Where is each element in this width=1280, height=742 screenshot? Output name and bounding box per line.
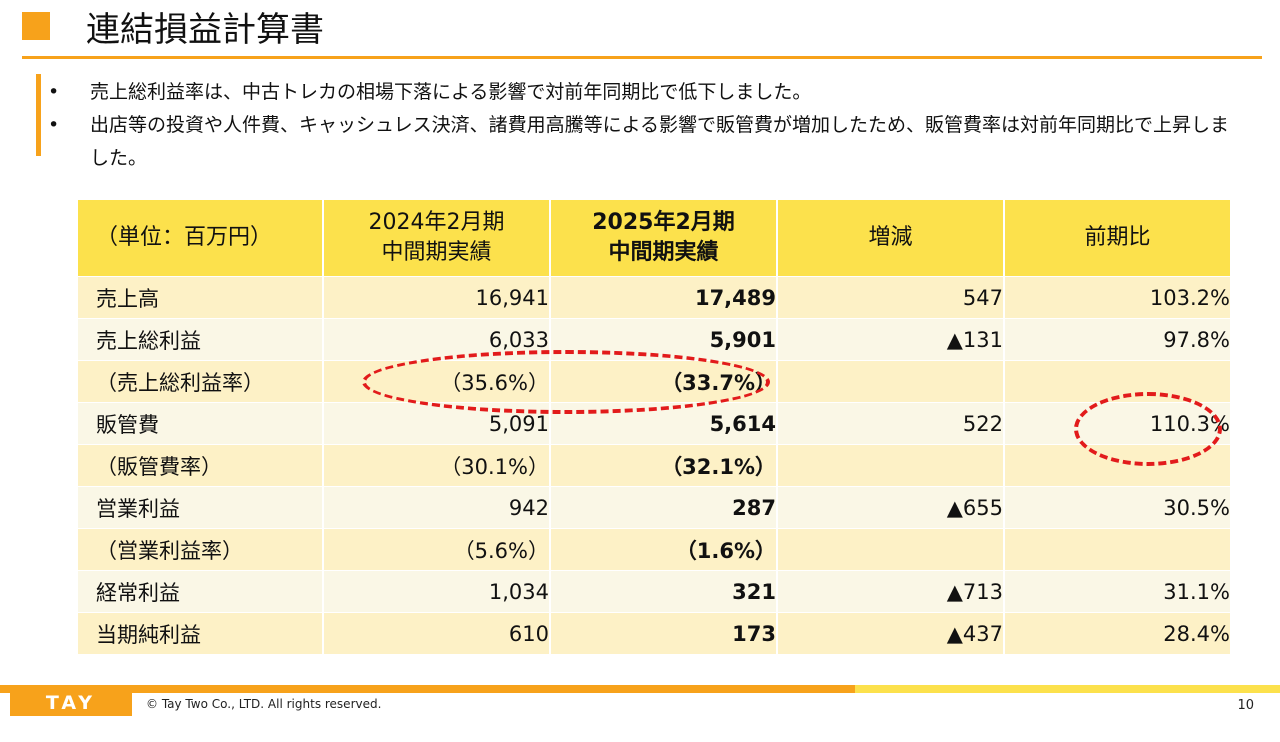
ratio-value: 30.5%: [1004, 486, 1232, 529]
change-value: 547: [777, 276, 1005, 319]
change-header: 増減: [777, 200, 1005, 277]
bullet-list: • 売上総利益率は、中古トレカの相場下落による影響で対前年同期比で低下しました。…: [48, 76, 1248, 175]
curr-value: 5,614: [550, 402, 778, 445]
table-row: 売上高 16,941 17,489 547 103.2%: [78, 276, 1232, 319]
ratio-value: 103.2%: [1004, 276, 1232, 319]
footer-accent-bar: [0, 685, 855, 693]
row-label: 販管費: [78, 402, 324, 445]
table-row: 当期純利益 610 173 ▲437 28.4%: [78, 612, 1232, 655]
curr-value: 287: [550, 486, 778, 529]
change-value: ▲655: [777, 486, 1005, 529]
row-label: 売上高: [78, 276, 324, 319]
prev-value: （30.1%）: [323, 444, 551, 487]
row-label: 経常利益: [78, 570, 324, 613]
ratio-value: 31.1%: [1004, 570, 1232, 613]
table-row: 営業利益 942 287 ▲655 30.5%: [78, 486, 1232, 529]
prev-value: 16,941: [323, 276, 551, 319]
bullet-item: • 売上総利益率は、中古トレカの相場下落による影響で対前年同期比で低下しました。: [48, 76, 1248, 109]
ratio-value: 97.8%: [1004, 318, 1232, 361]
curr-header-line2: 中間期実績: [608, 240, 719, 265]
row-label: 当期純利益: [78, 612, 324, 655]
bullet-marker: •: [48, 114, 60, 136]
table-header-row: （単位：百万円） 2024年2月期 中間期実績 2025年2月期 中間期実績 増…: [78, 200, 1232, 277]
copyright-text: © Tay Two Co., LTD. All rights reserved.: [146, 697, 382, 711]
page-title: 連結損益計算書: [86, 10, 324, 50]
page-number: 10: [1237, 698, 1254, 713]
curr-value: 173: [550, 612, 778, 655]
prev-value: 1,034: [323, 570, 551, 613]
change-value: [777, 528, 1005, 571]
ratio-value: [1004, 528, 1232, 571]
prev-period-header: 2024年2月期 中間期実績: [323, 200, 551, 277]
row-label: 売上総利益: [78, 318, 324, 361]
curr-value: （1.6%）: [550, 528, 778, 571]
bullet-accent-bar: [36, 74, 41, 156]
title-accent-square: [22, 12, 50, 40]
title-underline: [22, 56, 1262, 59]
change-value: 522: [777, 402, 1005, 445]
row-label: （売上総利益率）: [78, 360, 324, 403]
row-label: （営業利益率）: [78, 528, 324, 571]
income-statement-table: （単位：百万円） 2024年2月期 中間期実績 2025年2月期 中間期実績 増…: [78, 200, 1232, 655]
table-row: 経常利益 1,034 321 ▲713 31.1%: [78, 570, 1232, 613]
curr-value: 17,489: [550, 276, 778, 319]
ratio-value: 28.4%: [1004, 612, 1232, 655]
prev-value: （5.6%）: [323, 528, 551, 571]
prev-value: 610: [323, 612, 551, 655]
prev-value: 942: [323, 486, 551, 529]
bullet-text: 出店等の投資や人件費、キャッシュレス決済、諸費用高騰等による影響で販管費が増加し…: [90, 114, 1230, 169]
curr-header-line1: 2025年2月期: [592, 210, 735, 235]
company-logo: TAY TWO: [10, 690, 132, 740]
gross-margin-highlight-ellipse: [362, 350, 770, 414]
curr-value: 321: [550, 570, 778, 613]
current-period-header: 2025年2月期 中間期実績: [550, 200, 778, 277]
row-label: 営業利益: [78, 486, 324, 529]
table-row: （営業利益率） （5.6%） （1.6%）: [78, 528, 1232, 571]
row-label: （販管費率）: [78, 444, 324, 487]
change-value: ▲713: [777, 570, 1005, 613]
prev-header-line2: 中間期実績: [381, 240, 492, 265]
change-value: ▲437: [777, 612, 1005, 655]
footer-accent-bar-light: [855, 685, 1280, 693]
change-value: [777, 360, 1005, 403]
unit-header: （単位：百万円）: [78, 200, 324, 277]
ratio-header: 前期比: [1004, 200, 1232, 277]
curr-value: （32.1%）: [550, 444, 778, 487]
prev-header-line1: 2024年2月期: [368, 210, 505, 235]
bullet-text: 売上総利益率は、中古トレカの相場下落による影響で対前年同期比で低下しました。: [90, 81, 812, 103]
sga-ratio-highlight-ellipse: [1074, 392, 1222, 466]
change-value: ▲131: [777, 318, 1005, 361]
bullet-marker: •: [48, 81, 60, 103]
bullet-item: • 出店等の投資や人件費、キャッシュレス決済、諸費用高騰等による影響で販管費が増…: [48, 109, 1248, 175]
table-row: （販管費率） （30.1%） （32.1%）: [78, 444, 1232, 487]
change-value: [777, 444, 1005, 487]
